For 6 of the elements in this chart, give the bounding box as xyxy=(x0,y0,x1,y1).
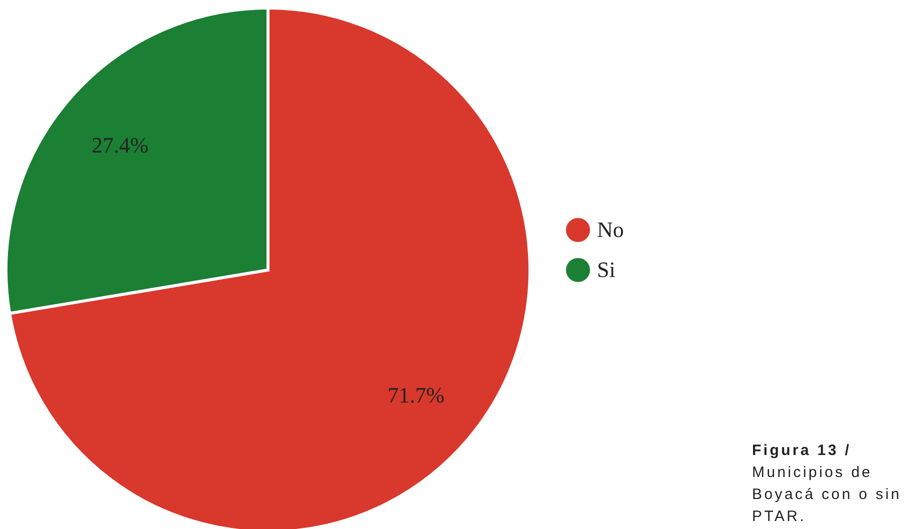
legend-label: Si xyxy=(597,257,616,283)
legend-label: No xyxy=(597,217,624,243)
data-label: 27.4% xyxy=(92,132,148,158)
data-label: 71.7% xyxy=(388,382,444,408)
text: Figura 13 / xyxy=(752,441,852,461)
text: Municipios de Boyacá con o sin PTAR. xyxy=(752,463,902,527)
